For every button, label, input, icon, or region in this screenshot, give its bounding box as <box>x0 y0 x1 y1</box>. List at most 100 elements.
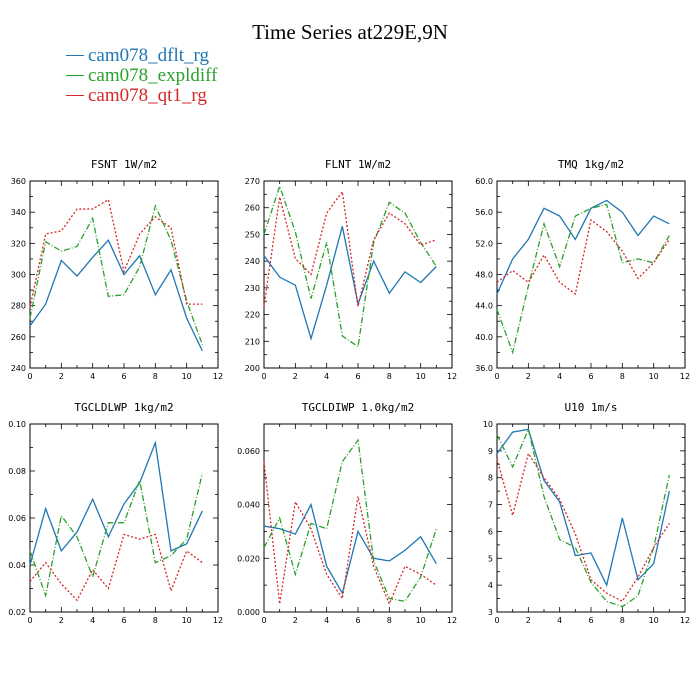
series-line-qt1 <box>29 198 203 308</box>
series-line-dflt <box>263 226 437 341</box>
y-tick-label: 40.0 <box>475 333 493 342</box>
x-tick-label: 2 <box>526 372 531 381</box>
y-tick-label: 0.020 <box>237 554 260 563</box>
panel-title: TMQ 1kg/m2 <box>558 158 624 171</box>
x-tick-label: 10 <box>649 372 659 381</box>
x-tick-label: 6 <box>355 616 360 625</box>
x-tick-label: 0 <box>261 616 266 625</box>
panel-title: FSNT 1W/m2 <box>91 158 157 171</box>
y-tick-label: 260 <box>245 204 260 213</box>
x-tick-label: 2 <box>293 372 298 381</box>
x-tick-label: 12 <box>213 616 223 625</box>
x-tick-label: 12 <box>680 616 690 625</box>
y-tick-label: 260 <box>11 333 26 342</box>
series-line-dflt <box>496 199 670 295</box>
x-tick-label: 4 <box>90 616 95 625</box>
y-tick-label: 240 <box>245 257 260 266</box>
series-line-dflt <box>496 428 670 588</box>
x-tick-label: 0 <box>494 372 499 381</box>
y-tick-label: 0.08 <box>8 467 26 476</box>
x-tick-label: 12 <box>680 372 690 381</box>
x-tick-label: 6 <box>355 372 360 381</box>
x-tick-label: 6 <box>588 372 593 381</box>
plot-frame <box>263 180 453 369</box>
x-tick-label: 0 <box>261 372 266 381</box>
x-tick-label: 12 <box>213 372 223 381</box>
panel-title: FLNT 1W/m2 <box>325 158 391 171</box>
y-tick-label: 36.0 <box>475 364 493 373</box>
panel-title: TGCLDLWP 1kg/m2 <box>74 401 173 414</box>
series-line-qt1 <box>263 190 437 307</box>
x-tick-label: 6 <box>121 372 126 381</box>
y-tick-label: 5 <box>488 554 493 563</box>
y-tick-label: 0.040 <box>237 501 260 510</box>
x-tick-label: 10 <box>416 616 426 625</box>
y-tick-label: 60.0 <box>475 177 493 186</box>
y-tick-label: 8 <box>488 474 493 483</box>
x-tick-label: 4 <box>324 616 329 625</box>
y-tick-label: 44.0 <box>475 302 493 311</box>
series-line-qt1 <box>496 451 670 603</box>
legend-entry-dflt: cam078_dflt_rg <box>66 46 209 66</box>
x-tick-label: 10 <box>182 372 192 381</box>
x-tick-label: 2 <box>526 616 531 625</box>
panel-1: FSNT 1W/m2 0 2 4 6 8 10 12 240 260 280 300 320 340 360 <box>11 158 223 381</box>
y-tick-label: 250 <box>245 230 260 239</box>
x-tick-label: 8 <box>153 616 158 625</box>
series-line-qt1 <box>263 461 437 606</box>
plot-frame <box>263 423 453 613</box>
series-line-dflt <box>29 239 203 352</box>
y-tick-label: 270 <box>245 177 260 186</box>
x-tick-label: 8 <box>387 616 392 625</box>
y-tick-label: 0.10 <box>8 420 26 429</box>
series-line-qt1 <box>496 218 670 296</box>
series-line-dflt <box>29 440 203 566</box>
series-line-expldiff <box>29 203 203 345</box>
panel-4: TGCLDLWP 1kg/m2 0 2 4 6 8 10 12 0.02 0.04 0.06 0.08… <box>8 401 223 625</box>
y-tick-label: 0.04 <box>8 561 26 570</box>
x-tick-label: 6 <box>121 616 126 625</box>
legend-entry-expldiff: cam078_expldiff <box>66 66 217 86</box>
legend-swatch-expldiff <box>66 75 84 77</box>
y-tick-label: 48.0 <box>475 271 493 280</box>
plot-frame <box>496 423 686 613</box>
x-tick-label: 2 <box>293 616 298 625</box>
x-tick-label: 4 <box>557 616 562 625</box>
y-tick-label: 10 <box>483 420 493 429</box>
legend-entry-qt1: cam078_qt1_rg <box>66 86 207 106</box>
x-tick-label: 4 <box>324 372 329 381</box>
legend-swatch-dflt <box>66 55 84 57</box>
series-line-expldiff <box>263 438 437 602</box>
panel-title: TGCLDIWP 1.0kg/m2 <box>302 401 415 414</box>
x-tick-label: 8 <box>153 372 158 381</box>
x-tick-label: 4 <box>557 372 562 381</box>
y-tick-label: 360 <box>11 177 26 186</box>
y-tick-label: 240 <box>11 364 26 373</box>
series-line-expldiff <box>263 184 437 348</box>
y-tick-label: 0.060 <box>237 447 260 456</box>
legend-swatch-qt1 <box>66 95 84 97</box>
y-tick-label: 3 <box>488 608 493 617</box>
y-tick-label: 0.000 <box>237 608 260 617</box>
y-tick-label: 4 <box>488 581 493 590</box>
series-line-expldiff <box>496 203 670 355</box>
y-tick-label: 300 <box>11 271 26 280</box>
y-tick-label: 230 <box>245 284 260 293</box>
x-tick-label: 6 <box>588 616 593 625</box>
y-tick-label: 340 <box>11 208 26 217</box>
y-tick-label: 200 <box>245 364 260 373</box>
y-tick-label: 9 <box>488 447 493 456</box>
y-tick-label: 6 <box>488 527 493 536</box>
legend-label-qt1: cam078_qt1_rg <box>88 85 207 106</box>
x-tick-label: 0 <box>27 616 32 625</box>
y-tick-label: 0.06 <box>8 514 26 523</box>
figure-title: Time Series at229E,9N <box>252 20 448 44</box>
y-tick-label: 220 <box>245 311 260 320</box>
legend-label-dflt: cam078_dflt_rg <box>88 45 210 66</box>
x-tick-label: 8 <box>620 616 625 625</box>
y-tick-label: 210 <box>245 337 260 346</box>
y-tick-label: 0.02 <box>8 608 26 617</box>
y-tick-label: 52.0 <box>475 239 493 248</box>
x-tick-label: 12 <box>447 372 457 381</box>
